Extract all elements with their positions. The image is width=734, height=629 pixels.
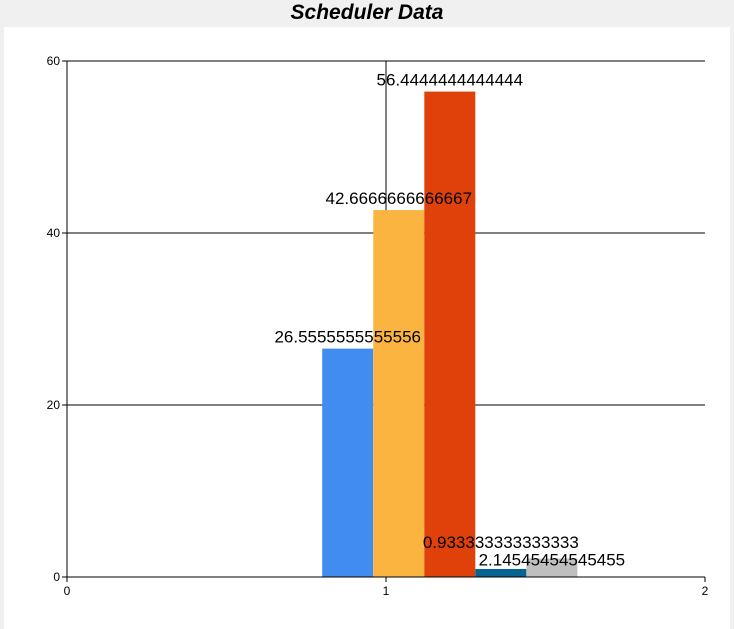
y-tick-label-60: 60	[47, 54, 61, 68]
bar-4	[475, 568, 527, 577]
y-tick-label-40: 40	[47, 226, 61, 240]
bar-2	[373, 210, 425, 578]
chart-canvas: 0 20 40 60 0 1 2 26.5555555555556 42.6666666666…	[47, 54, 709, 598]
data-label-4: 0.933333333333333	[423, 533, 579, 552]
y-tick-label-20: 20	[47, 398, 61, 412]
data-label-3: 56.4444444444444	[377, 71, 524, 90]
bar-3	[424, 91, 476, 578]
x-tick-label-0: 0	[64, 584, 71, 598]
data-label-1: 26.5555555555556	[274, 328, 421, 347]
chart-panel: 0 20 40 60 0 1 2 26.5555555555556 42.6666666666…	[4, 27, 730, 629]
bar-5	[526, 558, 578, 577]
x-tick-label-1: 1	[383, 584, 390, 598]
chart-title: Scheduler Data	[290, 1, 444, 24]
y-tick-label-0: 0	[53, 570, 60, 584]
bars	[322, 91, 578, 578]
data-labels: 26.5555555555556 42.6666666666667 56.44444…	[274, 71, 625, 570]
data-label-5: 2.14545454545455	[479, 551, 626, 570]
data-label-2: 42.6666666666667	[325, 189, 472, 208]
bar-1	[322, 348, 374, 577]
tick-labels: 0 20 40 60 0 1 2	[47, 54, 709, 598]
x-tick-label-2: 2	[702, 584, 709, 598]
